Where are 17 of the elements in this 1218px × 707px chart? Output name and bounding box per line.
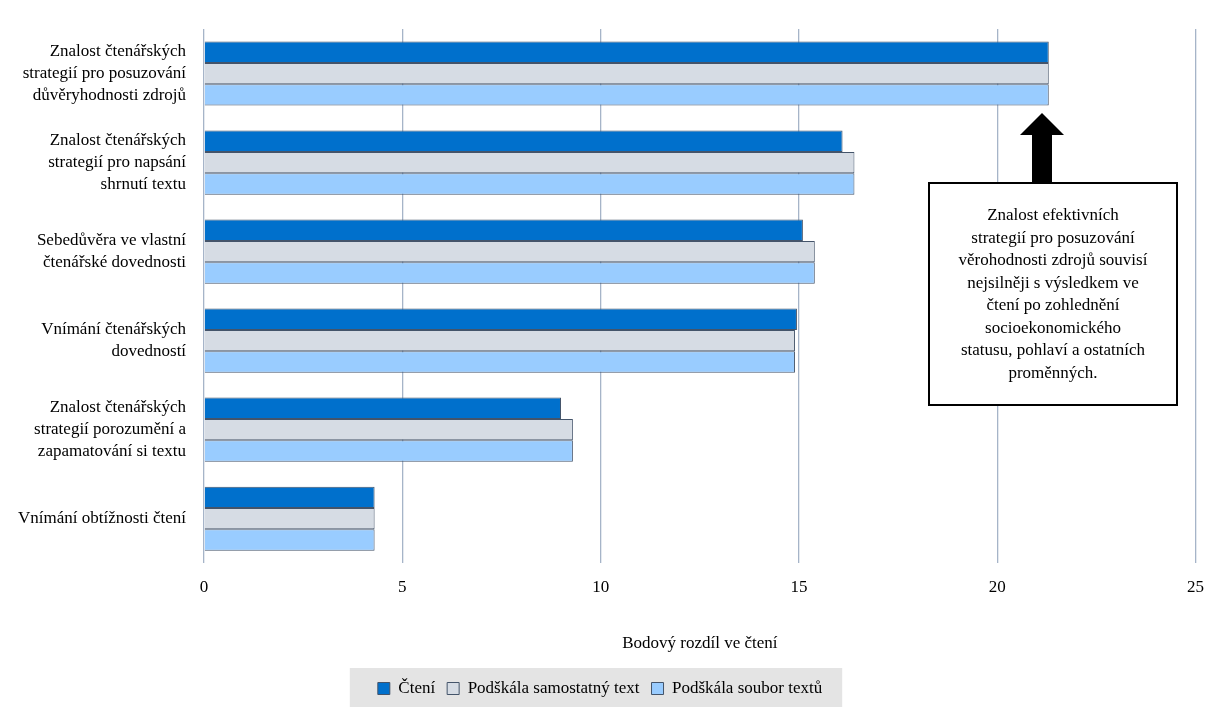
x-tick-label: 15 — [790, 576, 808, 596]
y-tick-label: Znalost čtenářských strategií porozumění a zapamatování si textu — [34, 397, 187, 461]
legend-label: Čtení — [398, 677, 436, 697]
x-tick-label: 10 — [592, 576, 610, 596]
x-tick-label: 5 — [398, 576, 407, 596]
y-tick-label: Vnímání obtížnosti čtení — [17, 508, 187, 528]
x-tick-label: 25 — [1187, 576, 1204, 596]
y-tick-label: Vnímání čtenářských dovedností — [41, 319, 187, 361]
x-tick-label: 20 — [988, 576, 1006, 596]
x-tick-label: 0 — [199, 576, 209, 596]
y-tick-label: Znalost čtenářských strategií pro posuzování důvěryhodnosti zdrojů — [22, 40, 187, 105]
x-axis-title: Bodový rozdíl ve čtení — [622, 633, 778, 653]
callout-box: Znalost efektivních strategií pro posuzování věrohodnosti zdrojů souvisí nejsilněji s výsledkem ve čtení po zohlednění socioekonomického statusu, pohlaví a ostatních proměnných. — [928, 182, 1178, 406]
y-tick-label: Znalost čtenářských strategií pro napsání shrnutí textu — [48, 129, 187, 194]
y-tick-label: Sebedůvěra ve vlastní čtenářské dovednosti — [36, 230, 187, 272]
legend-label: Podškála samostatný text — [467, 677, 640, 697]
legend-label: Podškála soubor textů — [672, 677, 823, 697]
